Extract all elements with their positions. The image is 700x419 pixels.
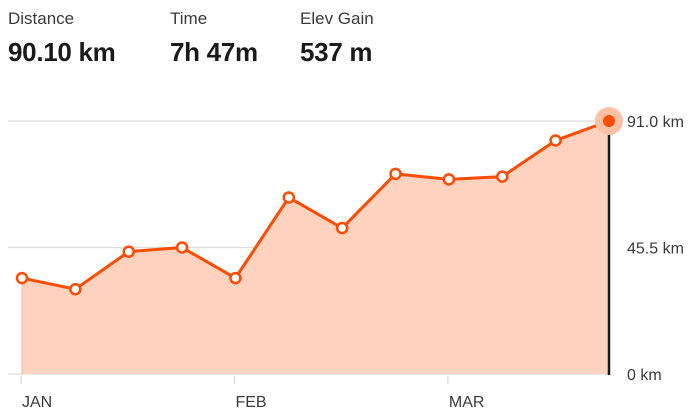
x-month-label-0: JAN	[22, 394, 52, 411]
data-point-8[interactable]	[442, 173, 456, 186]
data-point-2[interactable]	[122, 245, 135, 258]
data-point-0[interactable]	[15, 271, 29, 285]
y-tick-label-1: 45.5 km	[627, 241, 684, 258]
data-point-1[interactable]	[69, 282, 82, 296]
stat-time: Time 7h 47m	[170, 8, 258, 68]
y-tick-label-2: 91.0 km	[627, 114, 684, 131]
data-point-7[interactable]	[389, 167, 402, 181]
data-point-3[interactable]	[175, 241, 189, 254]
stat-elev-gain-label: Elev Gain	[300, 9, 374, 28]
stat-time-label: Time	[170, 9, 208, 28]
x-month-label-1: FEB	[235, 394, 266, 411]
stat-distance-value: 90.10 km	[8, 37, 116, 67]
y-tick-label-0: 0 km	[627, 367, 662, 384]
data-point-6[interactable]	[335, 221, 349, 235]
stat-distance-label: Distance	[8, 9, 75, 28]
stats-header: Distance 90.10 km Time 7h 47m Elev Gain …	[8, 8, 698, 72]
data-point-11[interactable]	[603, 115, 615, 127]
data-point-4[interactable]	[229, 271, 242, 285]
x-month-label-2: MAR	[449, 394, 485, 411]
series-line	[21, 119, 610, 291]
stat-distance: Distance 90.10 km	[8, 8, 116, 68]
area-fill	[22, 121, 609, 374]
stat-elev-gain: Elev Gain 537 m	[300, 8, 374, 68]
stat-time-value: 7h 47m	[170, 37, 258, 67]
data-point-5[interactable]	[282, 191, 296, 204]
data-point-10[interactable]	[549, 134, 562, 147]
data-point-9[interactable]	[496, 170, 509, 183]
stat-elev-gain-value: 537 m	[300, 37, 373, 67]
